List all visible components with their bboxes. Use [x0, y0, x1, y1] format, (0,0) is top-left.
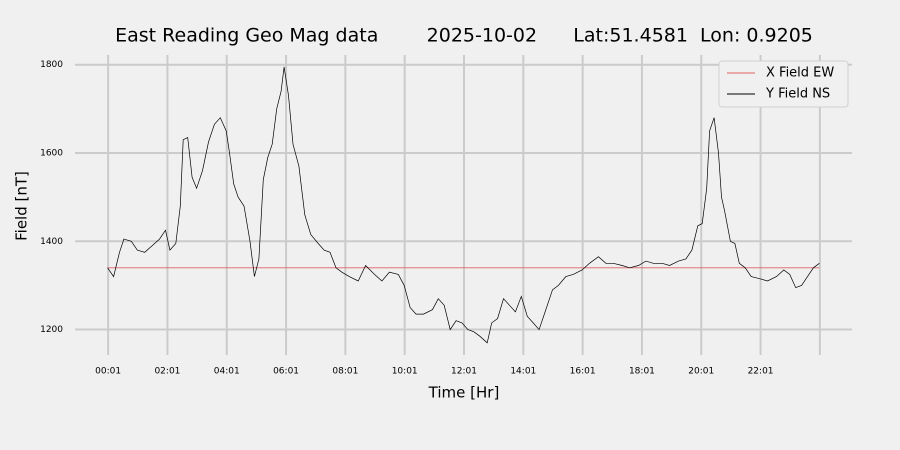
x-tick-label: 18:01 [629, 367, 655, 377]
x-tick-label: 02:01 [154, 367, 180, 377]
x-tick-label: 06:01 [273, 367, 299, 377]
data-line [107, 66, 820, 344]
x-tick-label: 12:01 [451, 367, 477, 377]
x-tick-label: 20:01 [688, 367, 714, 377]
legend-label: Y Field NS [765, 87, 830, 102]
x-tick-label: 00:01 [95, 367, 121, 377]
x-tick-label: 16:01 [570, 367, 596, 377]
x-axis-label: Time [Hr] [428, 384, 500, 402]
y-tick-label: 1400 [40, 237, 63, 247]
x-tick-label: 04:01 [214, 367, 240, 377]
x-tick-label: 14:01 [510, 367, 536, 377]
y-tick-label: 1600 [40, 148, 63, 158]
x-tick-label: 08:01 [332, 367, 358, 377]
x-tick-label: 22:01 [748, 367, 774, 377]
x-tick-label: 10:01 [392, 367, 418, 377]
y-tick-label: 1800 [40, 60, 63, 70]
chart-title: East Reading Geo Mag data 2025-10-02 Lat… [115, 25, 813, 47]
y-tick-label: 1200 [40, 325, 63, 335]
legend-label: X Field EW [766, 66, 834, 81]
y-axis-label: Field [nT] [13, 171, 31, 241]
